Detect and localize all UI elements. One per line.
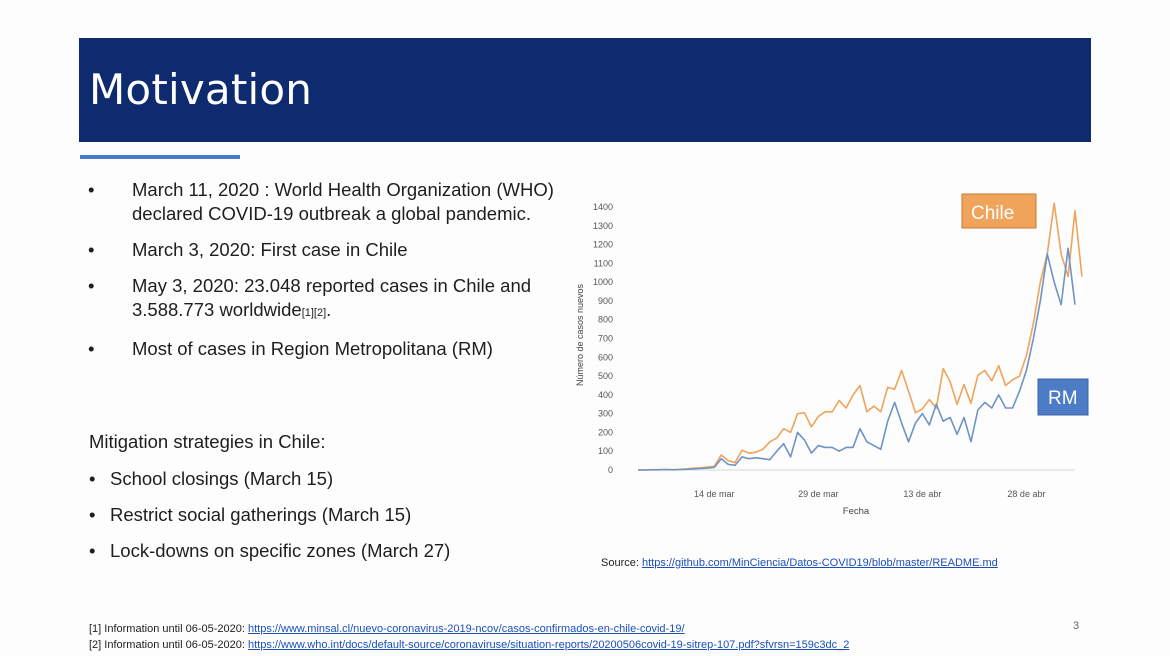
y-tick-label: 300 bbox=[598, 409, 613, 419]
bullet-dot: • bbox=[88, 275, 95, 296]
legend-chile-box bbox=[961, 193, 1037, 229]
y-tick-label: 500 bbox=[598, 371, 613, 381]
series-line-chile bbox=[637, 202, 1083, 471]
mitigation-text: School closings (March 15) bbox=[110, 468, 334, 489]
bullet-text: March 11, 2020 : World Health Organizati… bbox=[132, 179, 554, 224]
bullet-item: • Most of cases in Region Metropolitana (… bbox=[88, 337, 568, 361]
y-tick-label: 900 bbox=[598, 296, 613, 306]
legend-chile: Chile bbox=[961, 193, 1037, 229]
y-tick-label: 1100 bbox=[594, 258, 613, 268]
y-tick-label: 1400 bbox=[593, 202, 613, 212]
y-tick-label: 700 bbox=[598, 334, 613, 344]
footnote-link[interactable]: https://www.who.int/docs/default-source/… bbox=[247, 639, 850, 651]
source-link[interactable]: https://github.com/MinCiencia/Datos-COVI… bbox=[641, 557, 998, 569]
y-tick-label: 1200 bbox=[593, 240, 613, 250]
page-number: 3 bbox=[1073, 620, 1080, 632]
footnote-link[interactable]: https://www.minsal.cl/nuevo-coronavirus-… bbox=[247, 623, 685, 635]
mitigation-title: Mitigation strategies in Chile: bbox=[89, 431, 326, 452]
bullet-dot: • bbox=[88, 239, 95, 260]
x-tick-label: 13 de abr bbox=[903, 489, 941, 499]
bullet-dot: • bbox=[88, 338, 95, 359]
footnote-label: [2] Information until 06-05-2020: bbox=[89, 639, 248, 651]
bullet-suffix: . bbox=[326, 299, 332, 320]
slide-title: Motivation bbox=[89, 65, 313, 114]
title-bar: Motivation bbox=[79, 38, 1091, 142]
footnote-1: [1] Information until 06-05-2020: https:… bbox=[89, 623, 685, 635]
mitigation-text: Restrict social gatherings (March 15) bbox=[110, 504, 412, 525]
y-tick-label: 1000 bbox=[593, 277, 613, 287]
accent-line bbox=[80, 155, 240, 159]
bullet-item: • May 3, 2020: 23.048 reported cases in C… bbox=[88, 274, 568, 325]
x-tick-label: 28 de abr bbox=[1007, 489, 1045, 499]
bullet-dot: • bbox=[88, 179, 95, 200]
x-axis-label: Fecha bbox=[843, 506, 870, 517]
bullet-dot: • bbox=[89, 468, 96, 489]
y-tick-label: 100 bbox=[598, 446, 613, 456]
mitigation-item: • Lock-downs on specific zones (March 27) bbox=[89, 539, 450, 563]
x-tick-label: 29 de mar bbox=[798, 489, 839, 499]
bullet-text: May 3, 2020: 23.048 reported cases in Ch… bbox=[132, 275, 532, 320]
mitigation-item: • Restrict social gatherings (March 15) bbox=[89, 503, 450, 527]
bullet-text: Most of cases in Region Metropolitana (R… bbox=[132, 338, 493, 359]
cases-line-chart: 0 100 200 300 400 500 600 700 800 900 1000 1100 1200… bbox=[575, 193, 1089, 517]
legend-chile-label: Chile bbox=[971, 203, 1014, 224]
y-tick-label: 800 bbox=[598, 315, 613, 325]
mitigation-list: • School closings (March 15) • Restrict so… bbox=[89, 467, 450, 575]
y-tick-label: 0 bbox=[608, 465, 613, 475]
legend-rm-label: RM bbox=[1048, 388, 1078, 409]
bullet-refs: [1][2] bbox=[301, 307, 327, 319]
y-tick-label: 400 bbox=[598, 390, 613, 400]
mitigation-text: Lock-downs on specific zones (March 27) bbox=[110, 540, 451, 561]
footnote-label: [1] Information until 06-05-2020: bbox=[89, 623, 248, 635]
y-tick-label: 1300 bbox=[593, 221, 613, 231]
source-line: Source: https://github.com/MinCiencia/Da… bbox=[601, 557, 998, 569]
legend-rm: RM bbox=[1037, 378, 1089, 416]
bullet-dot: • bbox=[89, 540, 96, 561]
source-label: Source: bbox=[601, 557, 642, 569]
series-line-rm bbox=[638, 247, 1076, 471]
footnote-2: [2] Information until 06-05-2020: https:… bbox=[89, 639, 849, 651]
bullet-item: • March 11, 2020 : World Health Organizat… bbox=[88, 178, 568, 226]
bullet-item: • March 3, 2020: First case in Chile bbox=[88, 238, 568, 262]
mitigation-item: • School closings (March 15) bbox=[89, 467, 450, 491]
y-tick-label: 200 bbox=[598, 427, 613, 437]
bullet-list: • March 11, 2020 : World Health Organizat… bbox=[88, 178, 568, 373]
y-axis-label: Número de casos nuevos bbox=[575, 283, 585, 386]
x-tick-label: 14 de mar bbox=[694, 489, 735, 499]
legend-rm-box bbox=[1037, 378, 1089, 416]
bullet-text: March 3, 2020: First case in Chile bbox=[132, 239, 408, 260]
bullet-dot: • bbox=[89, 504, 96, 525]
y-tick-label: 600 bbox=[598, 352, 613, 362]
